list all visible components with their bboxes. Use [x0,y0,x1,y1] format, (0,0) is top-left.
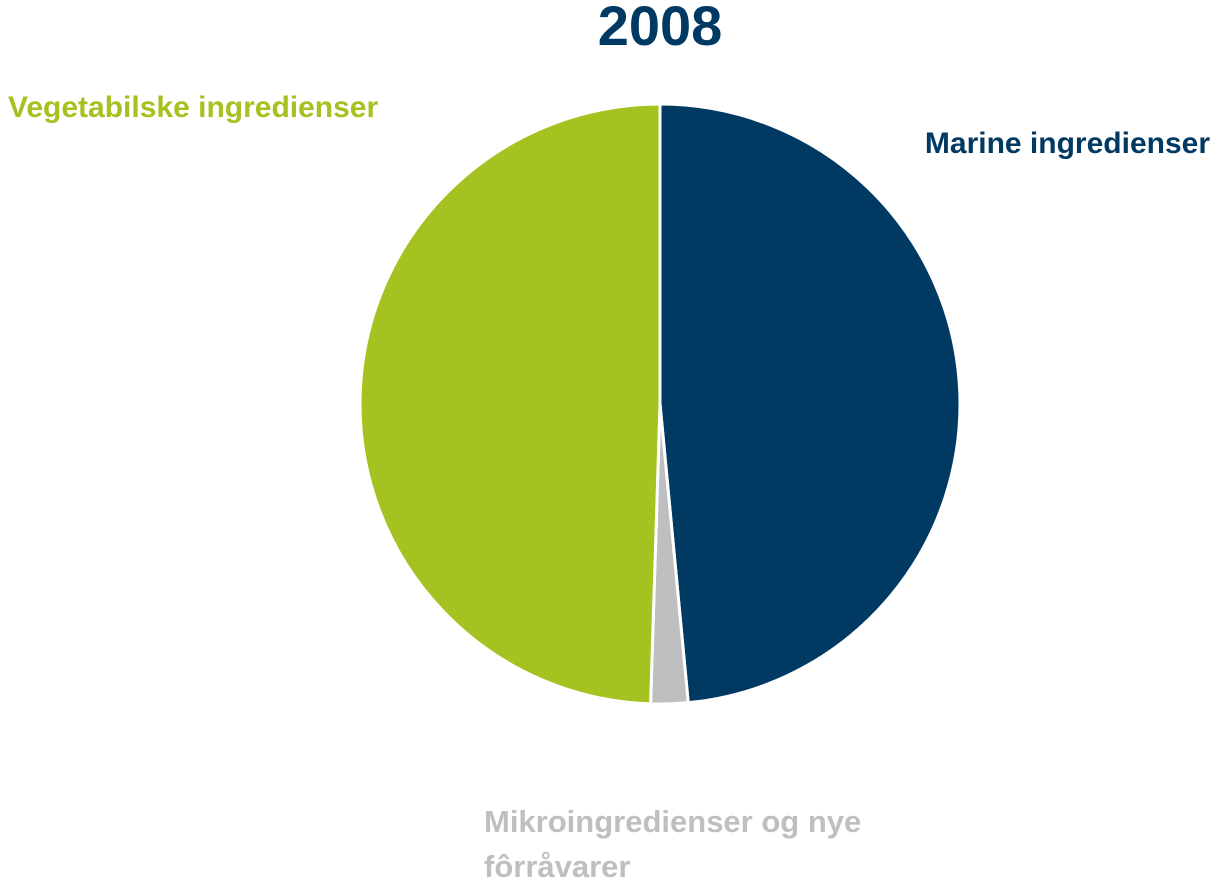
pie [358,102,962,706]
slice-label: Vegetabilske ingredienser [8,91,378,124]
slice-label: Marine ingredienser [925,127,1210,160]
pie-slice [358,102,662,706]
slice-label-box: Mikroingredienser og nye fôrråvarer [484,804,862,884]
chart-title: 2008 [598,0,723,57]
pie-slice [658,102,962,705]
slice-label: Mikroingredienser og nye fôrråvarer [484,804,862,884]
